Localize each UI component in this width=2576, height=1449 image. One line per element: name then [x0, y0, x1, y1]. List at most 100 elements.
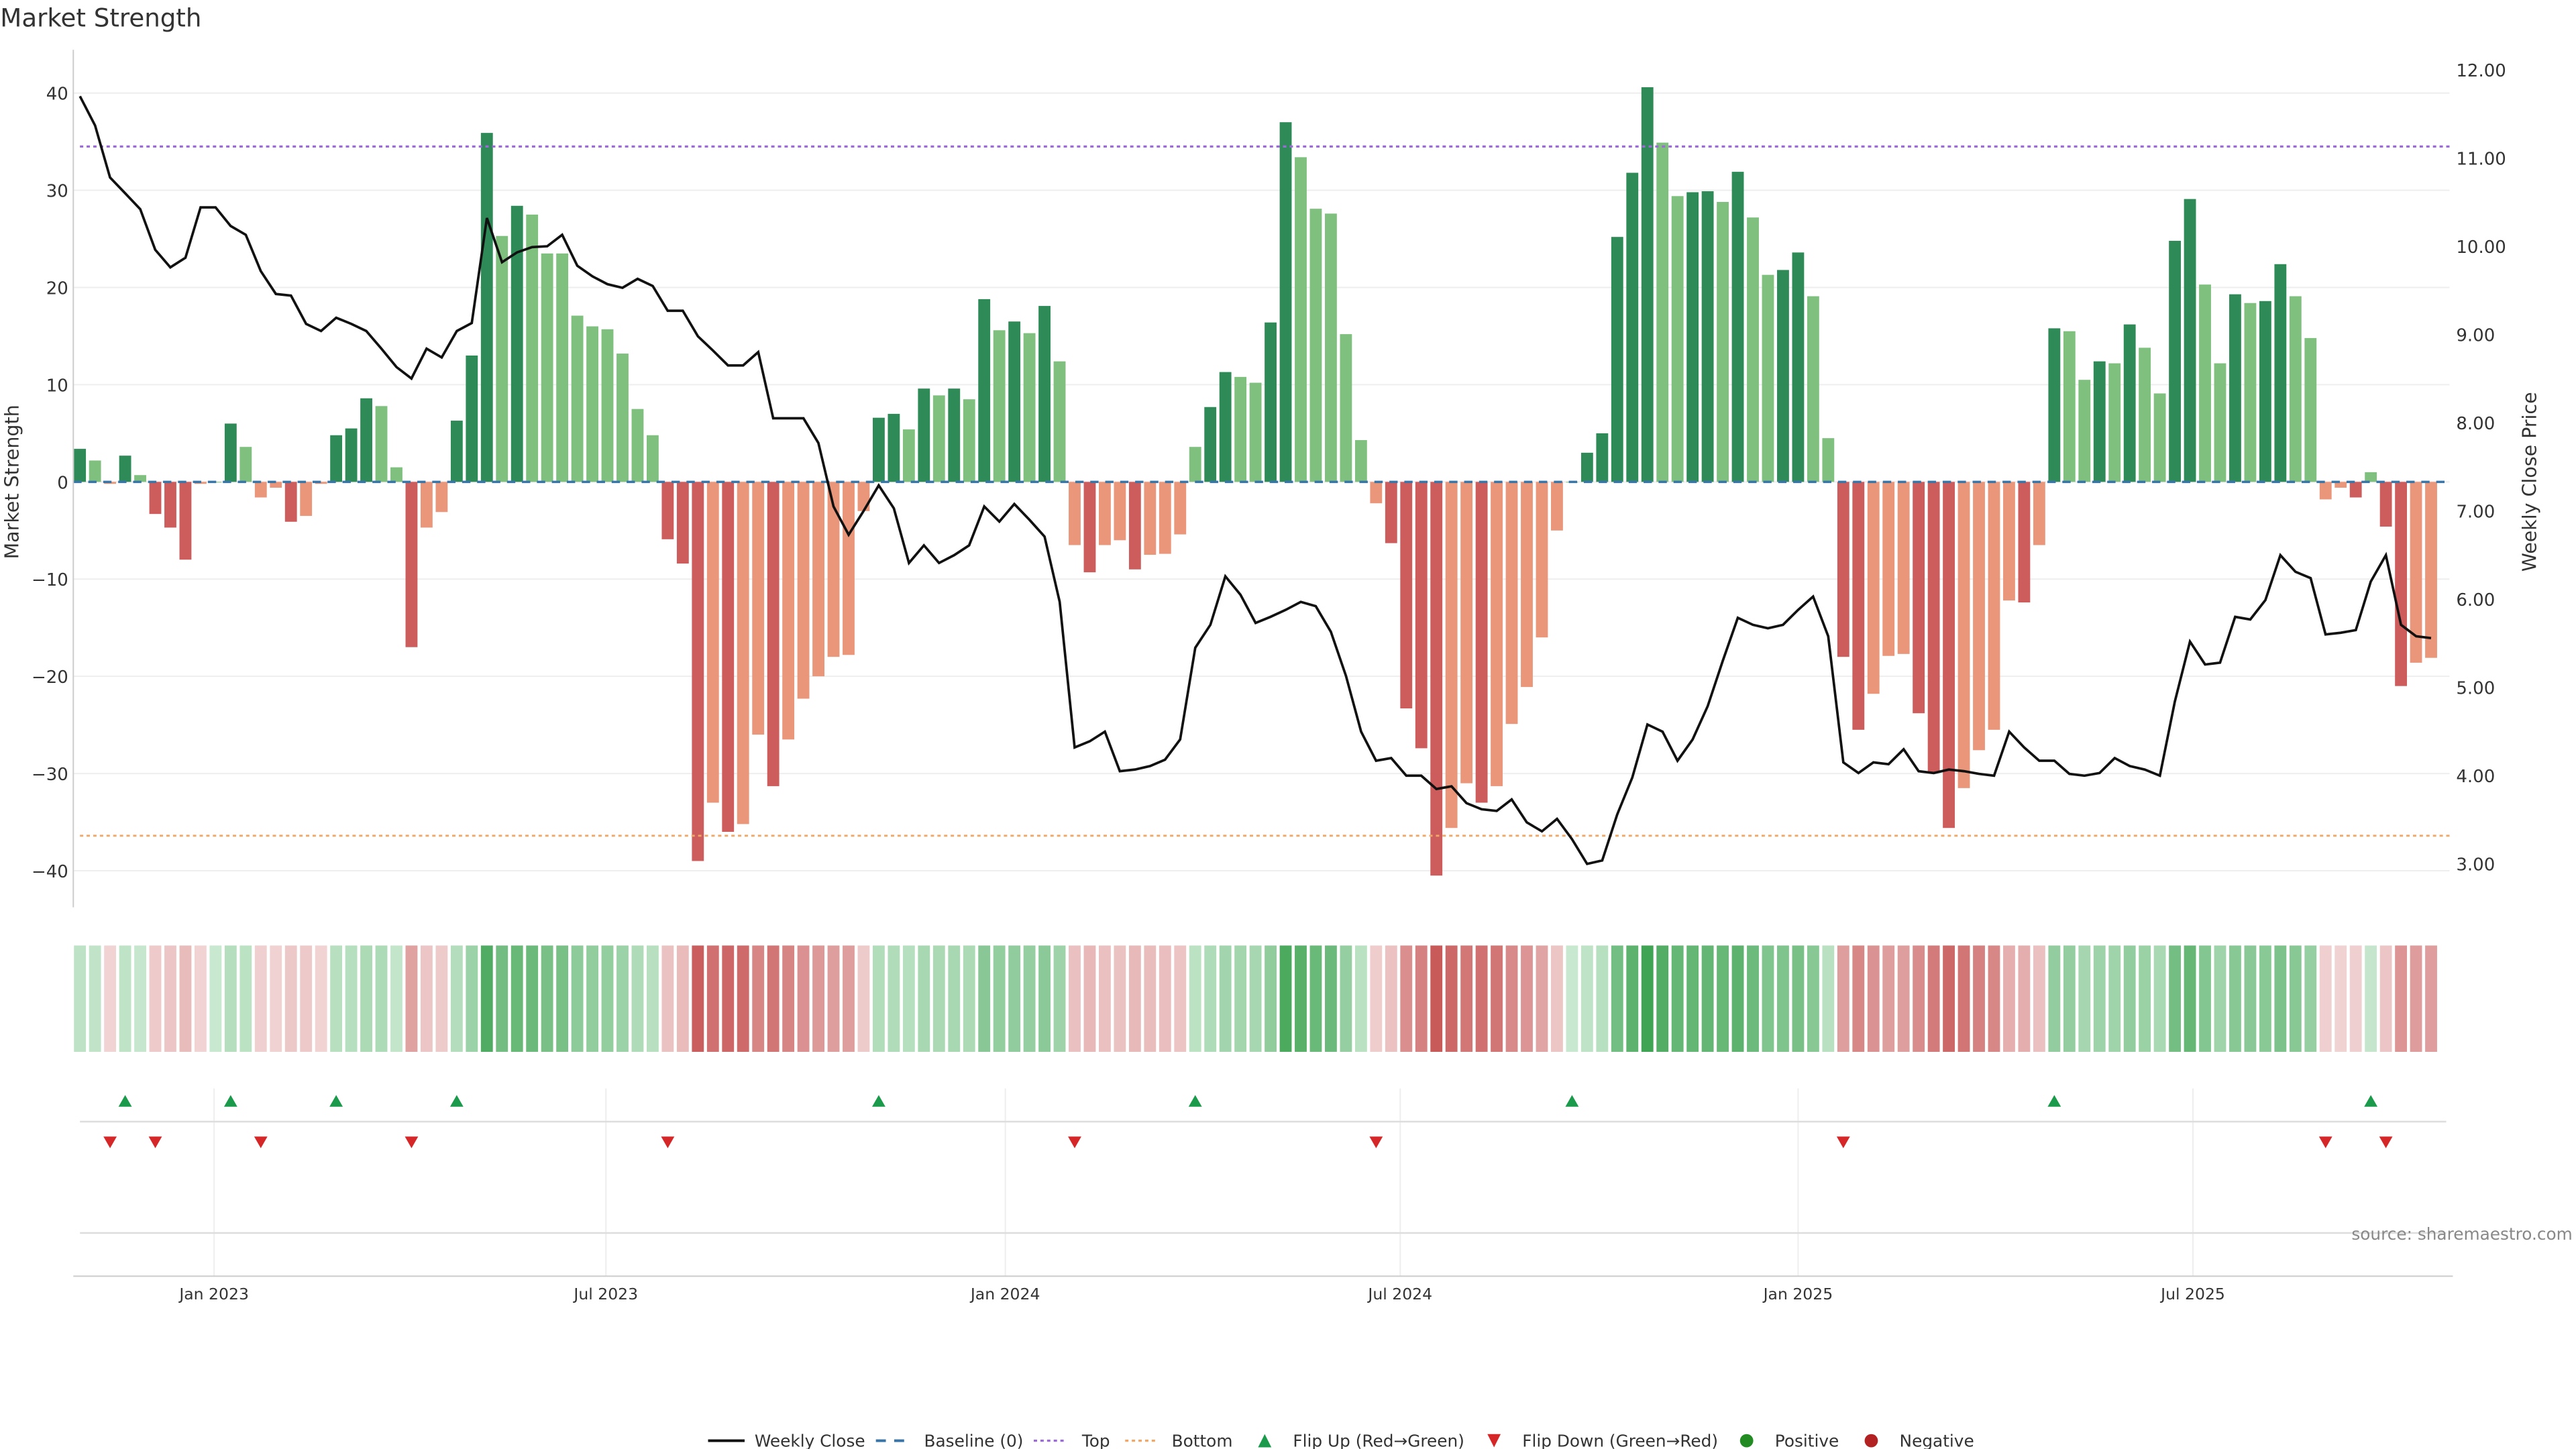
heat-cell [300, 945, 313, 1052]
x-ticks: Jan 2023 Jul 2023 Jan 2024 Jul 2024 Jan 2025… [178, 1285, 2225, 1303]
heat-cell [375, 945, 388, 1052]
y2-tick-label: 8.00 [2456, 414, 2495, 434]
heat-cell [450, 945, 463, 1052]
strength-bar [74, 449, 87, 482]
heat-cell [270, 945, 282, 1052]
heat-cell [1701, 945, 1714, 1052]
strength-bar [586, 326, 598, 482]
heat-cell [1521, 945, 1533, 1052]
strength-bar [254, 482, 267, 498]
heat-cell [1295, 945, 1307, 1052]
heat-cell [1445, 945, 1458, 1052]
flip-down-marker [103, 1136, 117, 1148]
strength-bar [2365, 472, 2377, 482]
strength-bar [2153, 393, 2166, 482]
heat-cell [2078, 945, 2091, 1052]
triangle-down-icon [1487, 1434, 1501, 1448]
heat-cell [390, 945, 402, 1052]
heat-cell [2033, 945, 2045, 1052]
heat-cell [1430, 945, 1443, 1052]
strength-bar [89, 460, 101, 482]
strength-bar [1973, 482, 1985, 751]
heat-cell [1882, 945, 1895, 1052]
y2-tick-label: 5.00 [2456, 679, 2495, 699]
strength-bar [2093, 361, 2106, 482]
level-lines [73, 145, 2450, 837]
flip-down-marker [1068, 1136, 1081, 1148]
flip-down-marker [2318, 1136, 2332, 1148]
flip-up-marker [118, 1095, 132, 1107]
heat-cell [1023, 945, 1036, 1052]
strength-bar [1701, 191, 1714, 482]
heat-cell [797, 945, 810, 1052]
y-tick-label: −40 [32, 862, 68, 882]
heat-cell [2259, 945, 2271, 1052]
strength-bar [2033, 482, 2045, 545]
flip-up-marker [2047, 1095, 2061, 1107]
strength-bar [1023, 333, 1036, 482]
strength-bar [948, 388, 961, 482]
strength-bar [1114, 482, 1126, 541]
strength-bar [390, 467, 402, 482]
heat-cell [857, 945, 870, 1052]
legend-item: Bottom [1125, 1431, 1232, 1449]
flip-up-marker [1188, 1095, 1202, 1107]
heat-cell [2153, 945, 2166, 1052]
heat-cell [1731, 945, 1744, 1052]
heat-cell [556, 945, 569, 1052]
strength-bar [692, 482, 704, 861]
strength-bar [1777, 270, 1789, 482]
heat-cell [2093, 945, 2106, 1052]
strength-bar [812, 482, 824, 677]
heat-cell [1083, 945, 1096, 1052]
y2-tick-label: 12.00 [2456, 61, 2506, 81]
flip-markers-panel [73, 1088, 2453, 1277]
legend-label: Weekly Close [755, 1431, 865, 1449]
heat-cell [1219, 945, 1232, 1052]
strength-bar [616, 354, 629, 482]
heat-cell [601, 945, 614, 1052]
heat-cell [496, 945, 508, 1052]
strength-bar [1340, 334, 1352, 482]
heat-cell [179, 945, 192, 1052]
strength-bar [1656, 142, 1669, 482]
heat-cell [2274, 945, 2287, 1052]
heat-cell [254, 945, 267, 1052]
legend-label: Negative [1900, 1431, 1974, 1449]
x-tick-label: Jan 2023 [178, 1285, 249, 1303]
heat-cell [1249, 945, 1262, 1052]
strength-bar [224, 423, 237, 482]
chart-title: Market Strength [0, 4, 201, 33]
strength-bar [375, 406, 388, 482]
heat-cell [993, 945, 1006, 1052]
heat-cell [1491, 945, 1503, 1052]
strength-bar [722, 482, 735, 833]
strength-bar [631, 409, 644, 482]
heat-cell [2244, 945, 2257, 1052]
heat-cell [2018, 945, 2031, 1052]
strength-bar [496, 235, 508, 482]
heat-cell [737, 945, 749, 1052]
strength-bar [1671, 196, 1684, 482]
strength-bar [1822, 438, 1835, 482]
heat-cell [1867, 945, 1880, 1052]
heat-cell [1189, 945, 1201, 1052]
strength-bar [556, 253, 569, 482]
strength-bar [2259, 301, 2271, 482]
heat-cell [1717, 945, 1729, 1052]
heat-cell [330, 945, 343, 1052]
heat-cell [541, 945, 553, 1052]
strength-bar [1867, 482, 1880, 694]
y-tick-label: −20 [32, 667, 68, 688]
strength-bar [1430, 482, 1443, 876]
legend-label: Flip Down (Green→Red) [1522, 1431, 1718, 1449]
flip-down-marker [2379, 1136, 2393, 1148]
strength-bar [2139, 347, 2151, 482]
strength-bar [1957, 482, 1970, 788]
strength-bar [993, 330, 1006, 482]
strength-bar [526, 214, 539, 482]
y2-tick-label: 10.00 [2456, 237, 2506, 258]
heat-cell [1837, 945, 1849, 1052]
heat-cell [1988, 945, 2000, 1052]
strength-bar [737, 482, 749, 824]
